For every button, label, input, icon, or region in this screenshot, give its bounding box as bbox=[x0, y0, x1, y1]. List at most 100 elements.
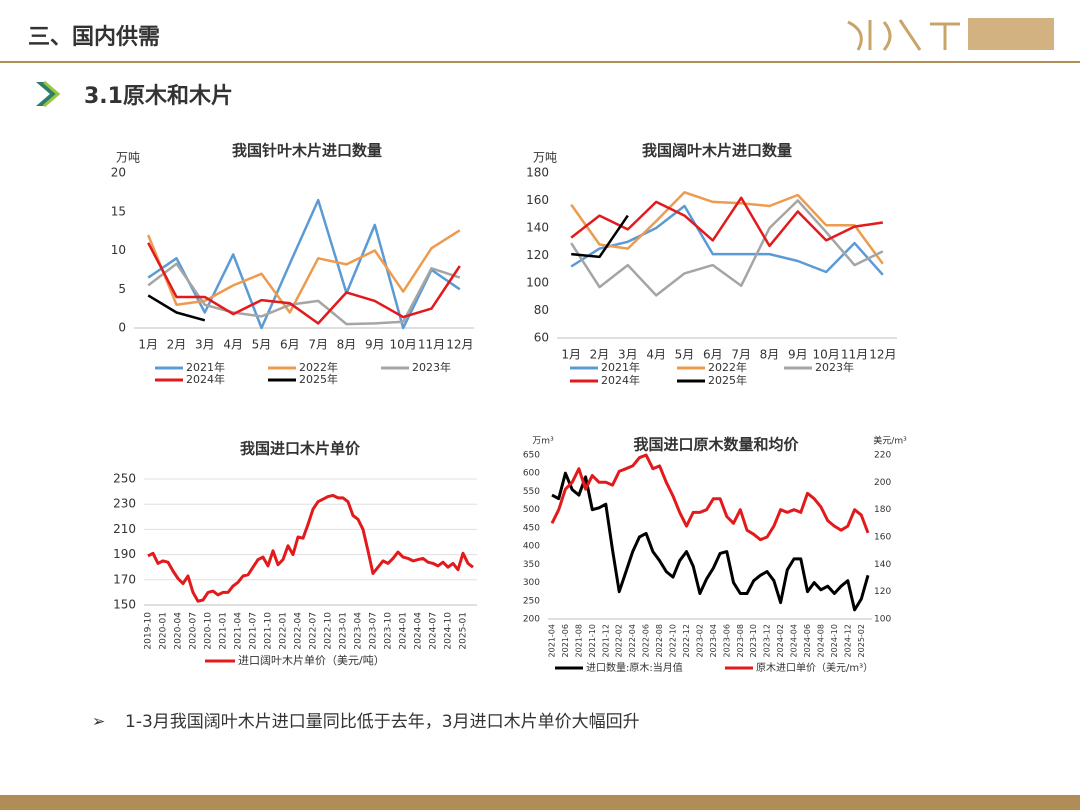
y-tick-label: 160 bbox=[526, 193, 549, 207]
x-tick-label: 2024-10 bbox=[444, 612, 454, 650]
y-tick-label: 5 bbox=[118, 282, 126, 296]
series-line bbox=[551, 471, 870, 612]
x-tick-label: 8月 bbox=[760, 348, 780, 362]
x-tick-label: 2021-01 bbox=[219, 612, 229, 650]
x-tick-label: 2021-10 bbox=[264, 612, 274, 650]
x-tick-label: 2024-01 bbox=[399, 612, 409, 650]
y2-tick-label: 220 bbox=[874, 451, 891, 461]
series-line bbox=[147, 493, 474, 603]
x-tick-label: 2023-10 bbox=[749, 624, 758, 657]
x-tick-label: 2022-12 bbox=[682, 624, 691, 657]
x-tick-label: 2022-07 bbox=[309, 612, 319, 650]
x-tick-label: 2024-04 bbox=[414, 612, 424, 650]
x-tick-label: 12月 bbox=[869, 348, 896, 362]
x-tick-label: 2021-04 bbox=[234, 612, 244, 650]
x-tick-label: 2020-04 bbox=[174, 612, 184, 650]
legend-label: 原木进口单价（美元/m³） bbox=[756, 661, 873, 674]
x-tick-label: 7月 bbox=[308, 338, 328, 352]
y-tick-label: 500 bbox=[523, 505, 540, 515]
legend-label: 2022年 bbox=[299, 360, 338, 374]
chart-title: 我国针叶木片进口数量 bbox=[232, 142, 382, 160]
x-tick-label: 4月 bbox=[223, 338, 243, 352]
x-tick-label: 2024-04 bbox=[790, 624, 799, 657]
legend-label: 2022年 bbox=[708, 360, 747, 374]
series-line bbox=[570, 191, 884, 265]
logo bbox=[847, 18, 1054, 51]
x-tick-label: 9月 bbox=[788, 348, 808, 362]
series-line bbox=[571, 214, 629, 259]
legend-label: 进口阔叶木片单价（美元/吨） bbox=[238, 654, 385, 667]
x-tick-label: 2020-01 bbox=[159, 612, 169, 650]
section-arrow-accent bbox=[43, 80, 61, 108]
y-tick-label: 600 bbox=[523, 469, 540, 479]
y-tick-label: 550 bbox=[523, 487, 540, 497]
x-tick-label: 2023-08 bbox=[736, 624, 745, 657]
x-tick-label: 2021-08 bbox=[574, 624, 583, 657]
x-tick-label: 2023-01 bbox=[339, 612, 349, 650]
x-tick-label: 2022-10 bbox=[669, 624, 678, 657]
legend-label: 2023年 bbox=[815, 360, 854, 374]
y2-tick-label: 100 bbox=[874, 615, 891, 625]
x-tick-label: 5月 bbox=[675, 348, 695, 362]
y2-axis-label: 美元/m³ bbox=[873, 435, 907, 447]
x-tick-label: 2月 bbox=[167, 338, 187, 352]
y-tick-label: 200 bbox=[523, 615, 540, 625]
note: 1-3月我国阔叶木片进口量同比低于去年，3月进口木片单价大幅回升 bbox=[125, 712, 640, 732]
x-tick-label: 2025-02 bbox=[857, 624, 866, 657]
y-tick-label: 80 bbox=[534, 303, 549, 317]
series-line bbox=[147, 242, 461, 325]
x-tick-label: 2022-04 bbox=[628, 624, 637, 657]
logo-mark bbox=[847, 19, 960, 51]
x-tick-label: 2024-08 bbox=[816, 624, 825, 657]
x-tick-label: 1月 bbox=[138, 338, 158, 352]
x-tick-label: 7月 bbox=[731, 348, 751, 362]
x-tick-label: 2023-10 bbox=[384, 612, 394, 650]
x-tick-label: 2024-12 bbox=[843, 624, 852, 657]
x-tick-label: 2021-10 bbox=[588, 624, 597, 657]
x-tick-label: 2021-04 bbox=[548, 624, 557, 657]
x-tick-label: 2025-01 bbox=[459, 612, 469, 650]
x-tick-label: 2023-04 bbox=[354, 612, 364, 650]
y-tick-label: 120 bbox=[526, 248, 549, 262]
legend-label: 2025年 bbox=[299, 372, 338, 386]
x-tick-label: 2024-10 bbox=[830, 624, 839, 657]
chart-title: 我国进口原木数量和均价 bbox=[633, 436, 799, 454]
x-tick-label: 2024-02 bbox=[776, 624, 785, 657]
series-line bbox=[147, 294, 206, 322]
x-tick-label: 10月 bbox=[813, 348, 840, 362]
x-tick-label: 2021-07 bbox=[249, 612, 259, 650]
legend-label: 进口数量:原木:当月值 bbox=[586, 661, 683, 674]
x-tick-label: 2020-07 bbox=[189, 612, 199, 650]
series-line bbox=[550, 453, 870, 542]
legend-label: 2023年 bbox=[412, 360, 451, 374]
legend-label: 2021年 bbox=[186, 360, 225, 374]
series-line bbox=[570, 196, 883, 248]
x-tick-label: 2022-02 bbox=[615, 624, 624, 657]
y-tick-label: 300 bbox=[523, 578, 540, 588]
y-tick-label: 150 bbox=[113, 598, 136, 612]
x-tick-label: 10月 bbox=[390, 338, 417, 352]
series-line bbox=[147, 198, 461, 330]
bullet: ➢ bbox=[92, 712, 105, 731]
x-tick-label: 11月 bbox=[841, 348, 868, 362]
x-tick-label: 2019-10 bbox=[144, 612, 154, 650]
y-tick-label: 450 bbox=[523, 523, 540, 533]
y-tick-label: 250 bbox=[113, 472, 136, 486]
y2-tick-label: 180 bbox=[874, 505, 891, 515]
y-tick-label: 230 bbox=[113, 497, 136, 511]
legend-label: 2025年 bbox=[708, 373, 747, 387]
x-tick-label: 2022-10 bbox=[324, 612, 334, 650]
series-line bbox=[147, 229, 461, 314]
x-tick-label: 3月 bbox=[195, 338, 215, 352]
y-tick-label: 20 bbox=[111, 166, 126, 180]
x-tick-label: 2024-06 bbox=[803, 624, 812, 657]
legend-label: 2021年 bbox=[601, 360, 640, 374]
section-arrow bbox=[36, 82, 58, 106]
chart-title: 我国阔叶木片进口数量 bbox=[642, 142, 792, 160]
y-tick-label: 210 bbox=[113, 522, 136, 536]
y-tick-label: 60 bbox=[534, 331, 549, 345]
x-tick-label: 2023-02 bbox=[695, 624, 704, 657]
x-tick-label: 12月 bbox=[446, 338, 473, 352]
logo-box bbox=[968, 18, 1054, 50]
x-tick-label: 6月 bbox=[280, 338, 300, 352]
